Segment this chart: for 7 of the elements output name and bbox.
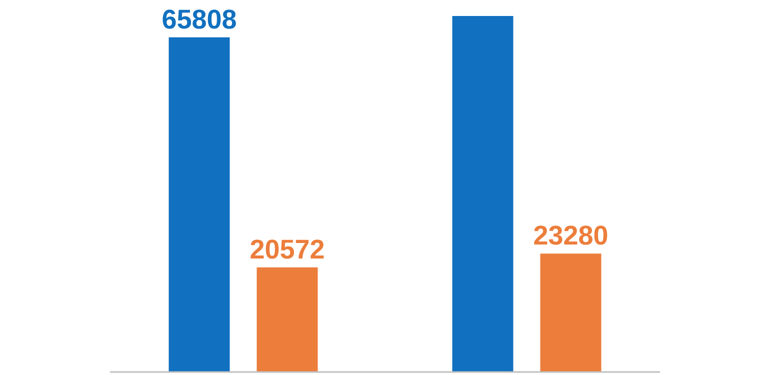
data-label: 65808	[162, 4, 237, 34]
bar	[168, 37, 230, 372]
bar	[540, 254, 602, 372]
data-label: 23280	[533, 220, 608, 251]
data-label: 20572	[250, 234, 325, 264]
bar	[256, 267, 318, 372]
bar	[452, 16, 514, 372]
